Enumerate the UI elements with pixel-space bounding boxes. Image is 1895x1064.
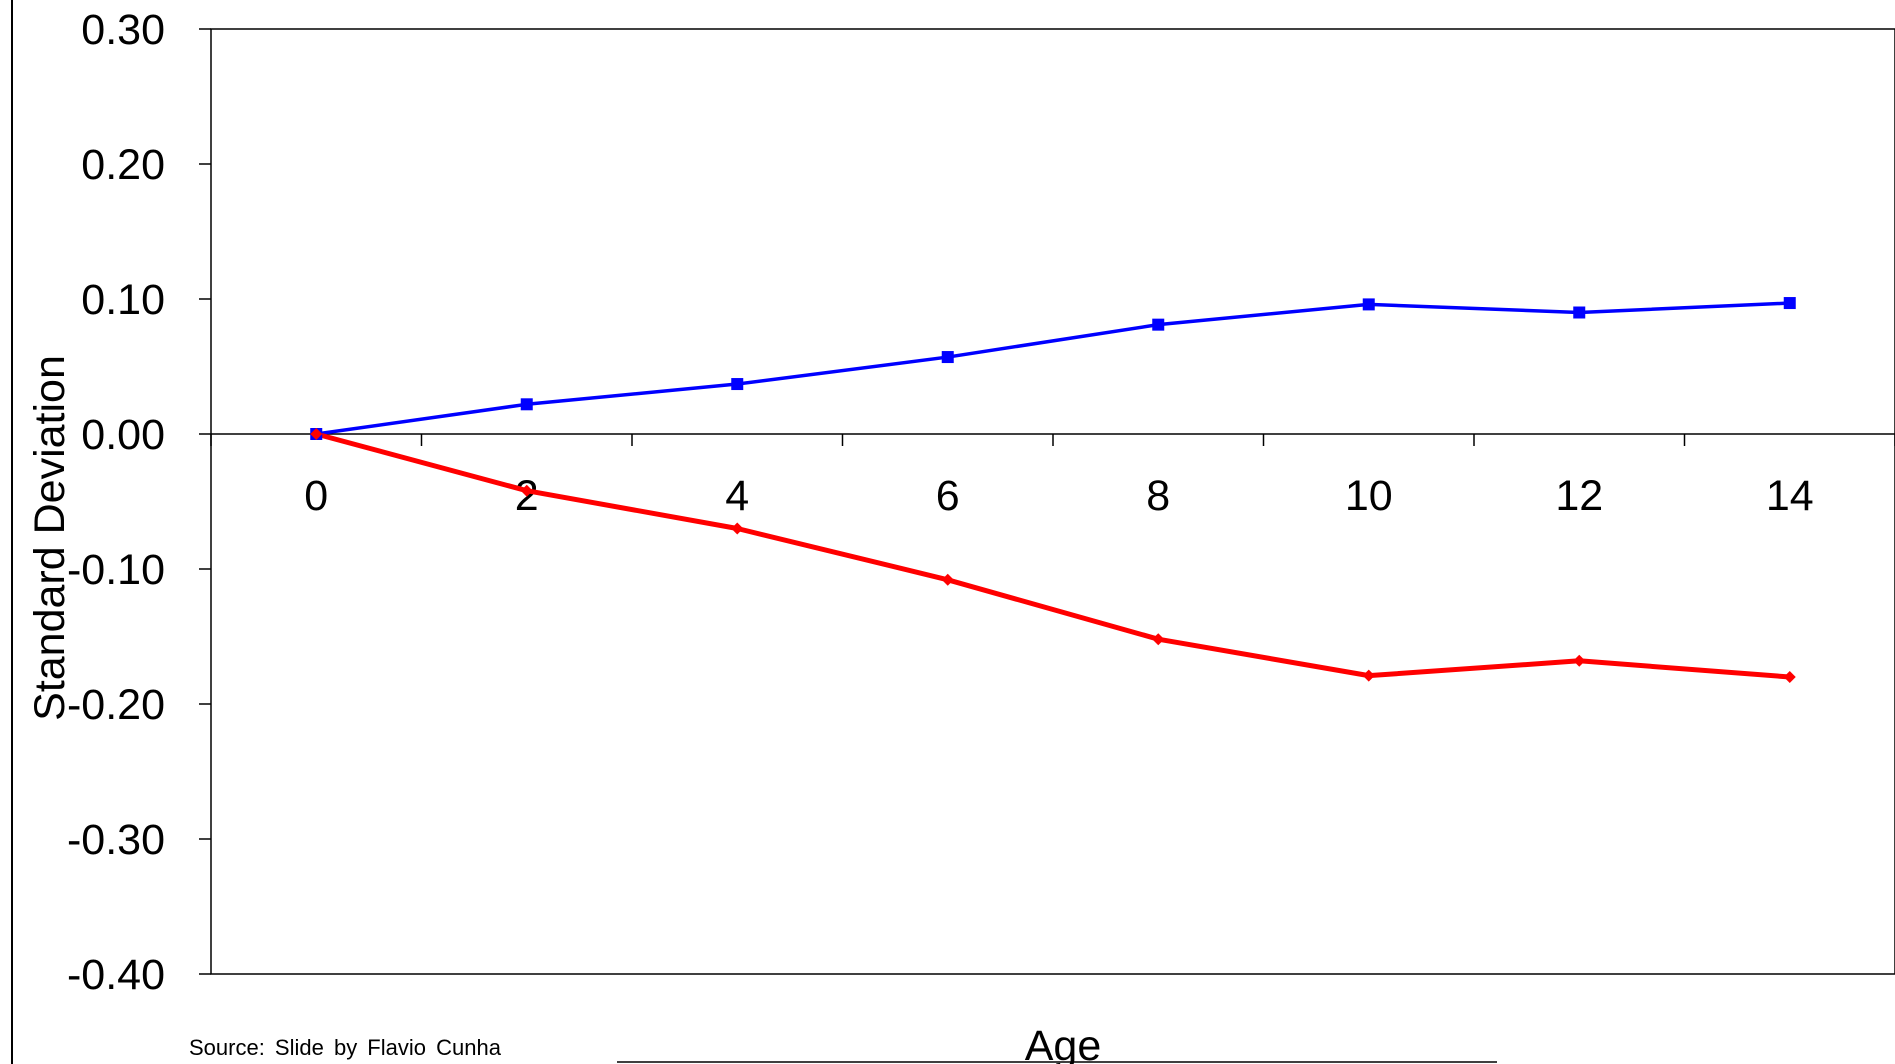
- series-2-point: [1783, 671, 1796, 683]
- x-tick-label: 12: [1555, 472, 1603, 520]
- series-2-point: [1573, 654, 1586, 667]
- series-2-point: [731, 522, 744, 535]
- series-2-point: [1152, 633, 1165, 646]
- series-2-line: [315, 431, 1790, 680]
- y-axis-title: Standard Deviation: [26, 355, 74, 721]
- series-1-point: [941, 351, 954, 364]
- plot-area: [210, 28, 1895, 975]
- y-tick-label: -0.10: [67, 546, 165, 594]
- x-tick-label: 6: [936, 472, 960, 520]
- series-1-point: [1573, 306, 1586, 319]
- x-tick-label: 14: [1766, 472, 1814, 520]
- y-tick-label: -0.20: [67, 681, 165, 729]
- x-tick-label: 0: [304, 472, 328, 520]
- series-1-point: [731, 378, 744, 391]
- series-1-point: [520, 398, 533, 411]
- y-tick-label: -0.40: [67, 951, 165, 999]
- series-1-point: [1783, 297, 1796, 310]
- x-axis-title: Age: [1025, 1022, 1102, 1064]
- series-1-line: [316, 301, 1790, 436]
- y-tick-label: -0.30: [67, 816, 165, 864]
- series-2-point: [310, 428, 323, 440]
- y-tick-label: 0.20: [81, 141, 165, 189]
- y-tick-label: 0.30: [81, 6, 165, 54]
- series-2-point: [1362, 669, 1375, 682]
- y-tick-label: 0.10: [81, 276, 165, 324]
- series-1-point: [1152, 318, 1165, 331]
- x-tick-label: 8: [1146, 472, 1170, 520]
- series-2-point: [520, 484, 533, 497]
- series-2-point: [941, 573, 954, 586]
- x-tick-label: 4: [725, 472, 749, 520]
- series-1-point: [1362, 298, 1375, 311]
- x-tick-label: 10: [1345, 472, 1393, 520]
- y-tick-label: 0.00: [81, 411, 165, 459]
- source-note: Source: Slide by Flavio Cunha: [189, 1035, 501, 1060]
